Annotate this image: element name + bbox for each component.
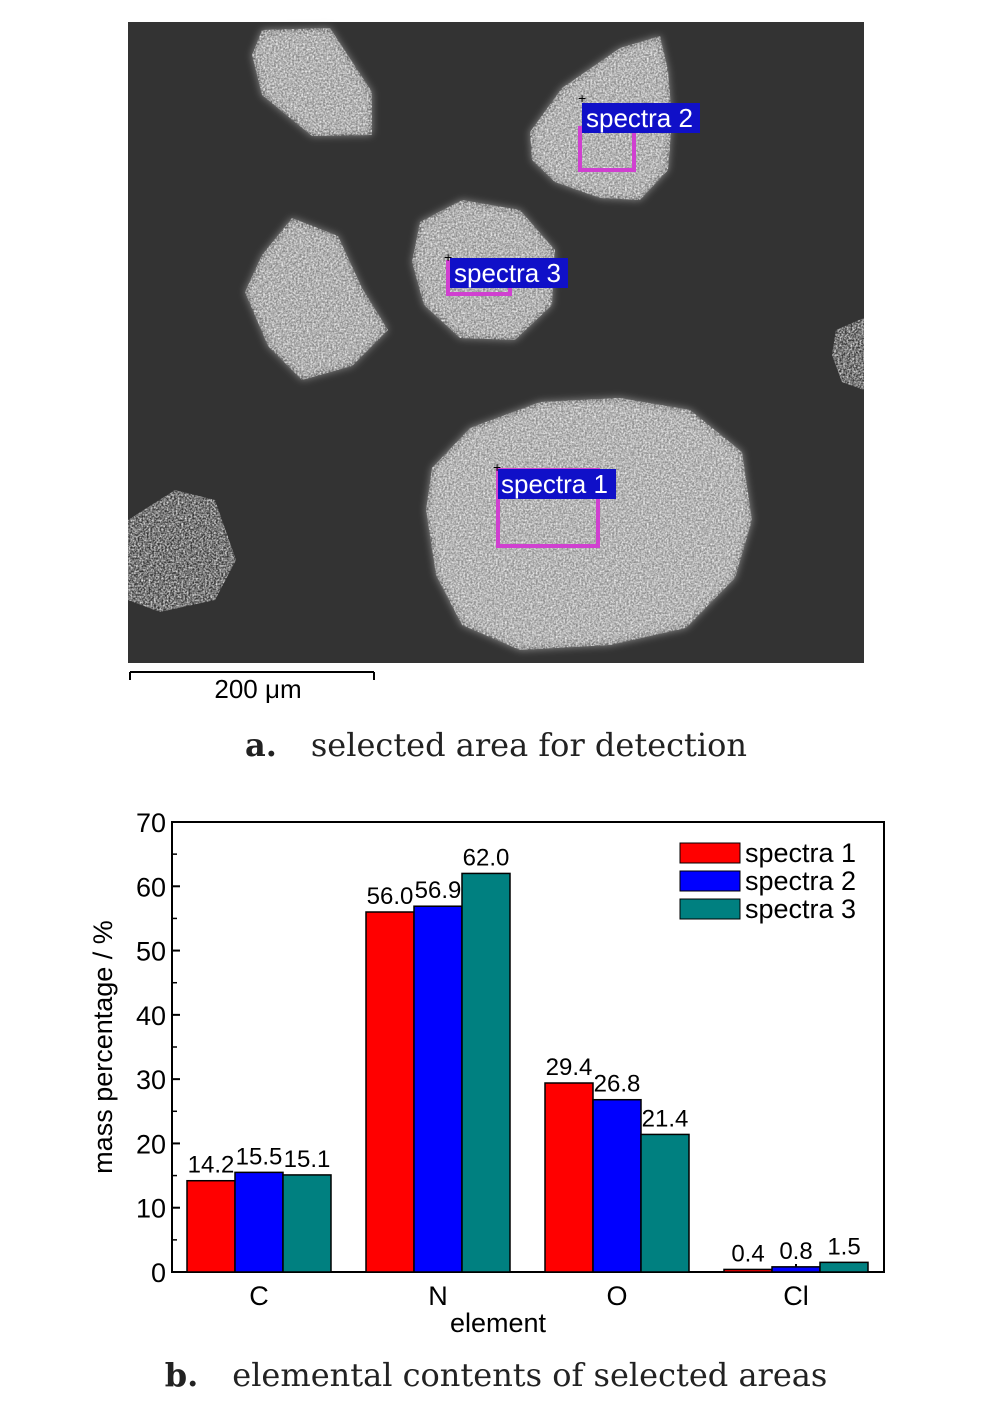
bar-data-label: 21.4: [642, 1105, 689, 1132]
bar: [819, 1261, 869, 1273]
region-label-text: spectra 1: [501, 469, 608, 499]
caption-letter: a.: [244, 726, 277, 764]
particle: [245, 218, 388, 380]
particle: [128, 490, 236, 612]
bar-data-label: 1.5: [827, 1233, 860, 1260]
bar: [461, 872, 511, 1273]
chart-bars: [186, 872, 869, 1273]
chart-data-labels: 14.2 15.5 15.1 56.0 56.962.0 29.426.821.4 0.4 0…: [188, 844, 861, 1267]
bar-data-label: 15.5: [236, 1143, 283, 1170]
scale-bar: 200 μm: [129, 671, 375, 704]
bar-data-label: 15.1: [284, 1146, 331, 1173]
scale-bar-label: 200 μm: [214, 674, 301, 704]
bar: [592, 1098, 642, 1273]
caption-a: a. selected area for detection: [0, 726, 992, 764]
bar: [723, 1268, 773, 1273]
y-tick-label: 0: [151, 1258, 166, 1288]
bar-data-label: 14.2: [188, 1152, 235, 1179]
legend-label: spectra 3: [745, 894, 856, 924]
bar-data-label: 0.8: [779, 1238, 812, 1265]
region-label-text: spectra 3: [454, 258, 561, 288]
y-tick-label: 40: [136, 1001, 166, 1031]
bar: [544, 1082, 594, 1273]
bar: [640, 1133, 690, 1273]
y-tick-label: 10: [136, 1194, 166, 1224]
x-axis-label: element: [450, 1308, 547, 1338]
svg-text:+: +: [578, 90, 586, 106]
legend-swatch: [679, 870, 741, 892]
x-tick-label: C: [249, 1281, 269, 1311]
bar: [413, 905, 463, 1273]
y-tick-label: 70: [136, 808, 166, 838]
y-tick-label: 30: [136, 1065, 166, 1095]
y-tick-label: 60: [136, 872, 166, 902]
y-tick-label: 20: [136, 1129, 166, 1159]
particle: [832, 318, 864, 390]
bar: [365, 911, 415, 1273]
particle: [426, 398, 752, 650]
bar-data-label: 26.8: [594, 1071, 641, 1098]
svg-text:+: +: [493, 459, 501, 475]
svg-text:+: +: [444, 249, 452, 265]
bar: [186, 1179, 236, 1273]
bar: [282, 1174, 332, 1273]
caption-b: b. elemental contents of selected areas: [0, 1356, 992, 1394]
y-tick-label: 50: [136, 937, 166, 967]
region-label-text: spectra 2: [586, 103, 693, 133]
caption-text: selected area for detection: [310, 726, 748, 764]
region-label-spectra-2: spectra 2: [582, 103, 700, 133]
bar-data-label: 56.0: [367, 883, 414, 910]
region-label-spectra-3: spectra 3: [450, 258, 568, 288]
chart-axes: 0 10 20 30 40 50 60 70 C N O Cl: [136, 808, 885, 1311]
particles: [128, 28, 864, 650]
particle: [252, 28, 372, 136]
x-tick-label: Cl: [783, 1281, 809, 1311]
bar: [234, 1171, 284, 1273]
sem-micrograph: + + + spectra 2 spectra 3 spectra 1 200 …: [128, 22, 864, 704]
x-tick-label: O: [606, 1281, 627, 1311]
legend-swatch: [679, 842, 741, 864]
region-label-spectra-1: spectra 1: [498, 469, 616, 499]
bar-data-label: 0.4: [731, 1240, 764, 1267]
bar-data-label: 56.9: [415, 877, 462, 904]
caption-letter: b.: [164, 1356, 199, 1394]
bar: [771, 1266, 821, 1273]
bar-data-label: 29.4: [546, 1054, 593, 1081]
legend-label: spectra 1: [745, 838, 856, 868]
y-axis-label: mass percentage / %: [88, 920, 118, 1174]
legend-label: spectra 2: [745, 866, 856, 896]
bar-data-label: 62.0: [463, 844, 510, 871]
x-tick-label: N: [428, 1281, 448, 1311]
legend-swatch: [679, 898, 741, 920]
caption-text: elemental contents of selected areas: [232, 1356, 828, 1394]
